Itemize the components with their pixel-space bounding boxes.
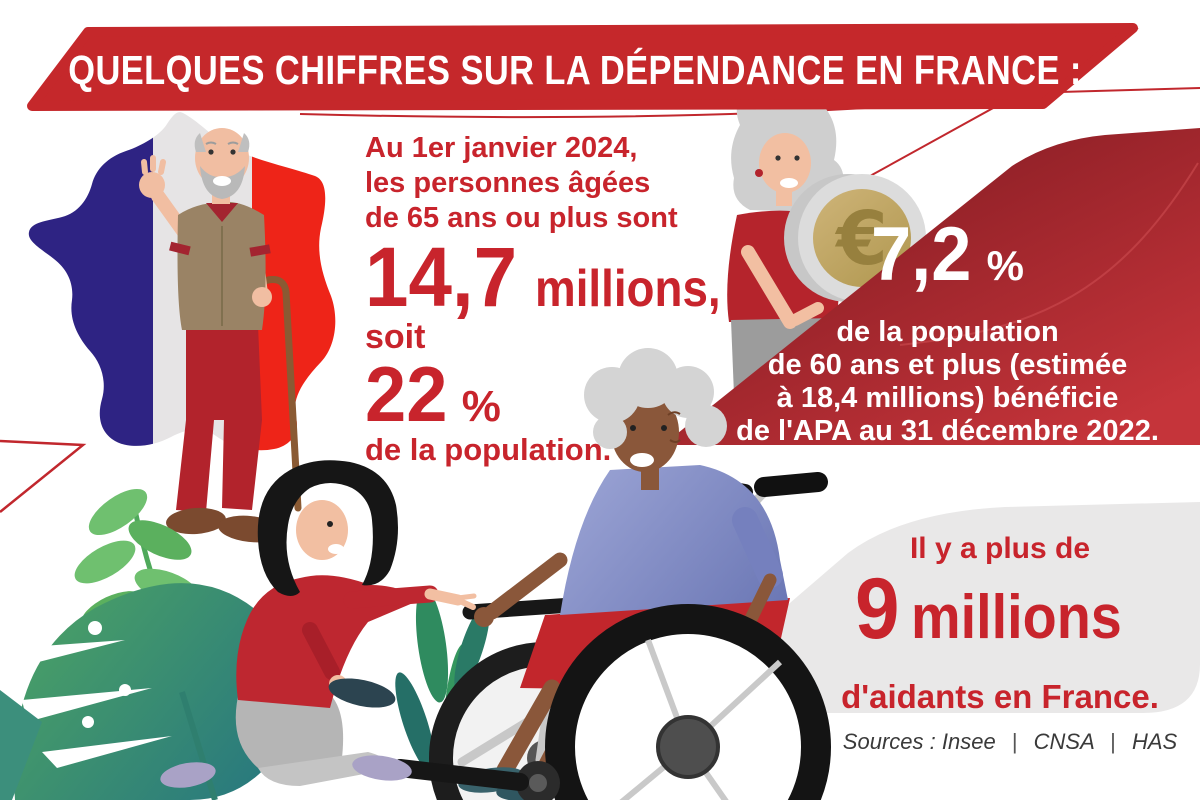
stat-caregivers-value: 9 bbox=[854, 561, 900, 657]
svg-text:€: € bbox=[834, 196, 888, 282]
stat-caregivers-caption: d'aidants en France. bbox=[841, 678, 1159, 715]
stat-seniors-intro-line3: de 65 ans ou plus sont bbox=[365, 202, 678, 234]
apa-ribbon-shape bbox=[663, 128, 1200, 445]
stat-seniors-percent: 22 bbox=[365, 350, 448, 438]
sources-item-cnsa: CNSA bbox=[1033, 729, 1094, 754]
caregiver-illustration bbox=[160, 460, 477, 788]
sources-separator: | bbox=[1110, 729, 1116, 754]
stat-apa-percent-sign: % bbox=[986, 242, 1024, 289]
chevron-line-left bbox=[0, 439, 87, 513]
elderly-man-illustration bbox=[139, 128, 302, 543]
sources-item-has: HAS bbox=[1131, 729, 1178, 754]
stat-seniors-caption: de la population. bbox=[365, 432, 612, 467]
stat-caregivers-value-row: 9 millions bbox=[802, 561, 1198, 677]
stat-apa-line1: de la population bbox=[836, 316, 1059, 348]
stat-seniors-value-row: 14,7 millions, bbox=[365, 230, 795, 324]
monstera-leaf bbox=[14, 583, 299, 800]
stat-apa-value: 7,2 bbox=[870, 212, 972, 297]
sources-separator: | bbox=[1011, 729, 1018, 754]
stat-seniors-unit: millions, bbox=[534, 260, 721, 318]
stat-apa-line2: de 60 ans et plus (estimée bbox=[767, 349, 1128, 381]
euro-coin-icon: € bbox=[784, 174, 926, 302]
wheelchair-wheel-icon bbox=[545, 604, 831, 800]
page-title: QUELQUES CHIFFRES SUR LA DÉPENDANCE EN F… bbox=[68, 46, 1082, 93]
stat-seniors-percent-row: 22% bbox=[365, 355, 795, 433]
stat-seniors-connector: soit bbox=[365, 318, 426, 356]
stat-apa-line4: de l'APA au 31 décembre 2022. bbox=[736, 415, 1159, 447]
stat-apa-block: 7,2% de la population de 60 ans et plus … bbox=[695, 214, 1200, 448]
sources-line: Sources : Insee | CNSA | HAS bbox=[820, 729, 1200, 755]
stat-apa-value-row: 7,2% bbox=[695, 214, 1200, 316]
stat-seniors-value: 14,7 bbox=[365, 230, 518, 324]
stat-seniors-block: Au 1er janvier 2024, les personnes âgées… bbox=[365, 131, 795, 467]
stat-caregivers-intro: Il y a plus de bbox=[909, 532, 1091, 565]
sources-label: Sources : bbox=[842, 729, 936, 754]
slipper-in-hand bbox=[328, 678, 396, 708]
stat-seniors-percent-sign: % bbox=[461, 382, 501, 431]
wheelchair-woman-illustration bbox=[391, 348, 831, 800]
stat-caregivers-unit: millions bbox=[910, 583, 1122, 652]
stat-seniors-intro-line1: Au 1er janvier 2024, bbox=[365, 132, 638, 164]
sources-item-insee: Insee bbox=[941, 729, 996, 754]
stat-caregivers-block: Il y a plus de 9 millions d'aidants en Fr… bbox=[802, 530, 1198, 717]
stat-seniors-intro-line2: les personnes âgées bbox=[365, 167, 651, 199]
push-handle bbox=[754, 472, 828, 497]
stat-apa-line3: à 18,4 millions) bénéficie bbox=[776, 382, 1119, 414]
title-banner-shape bbox=[27, 23, 1138, 111]
